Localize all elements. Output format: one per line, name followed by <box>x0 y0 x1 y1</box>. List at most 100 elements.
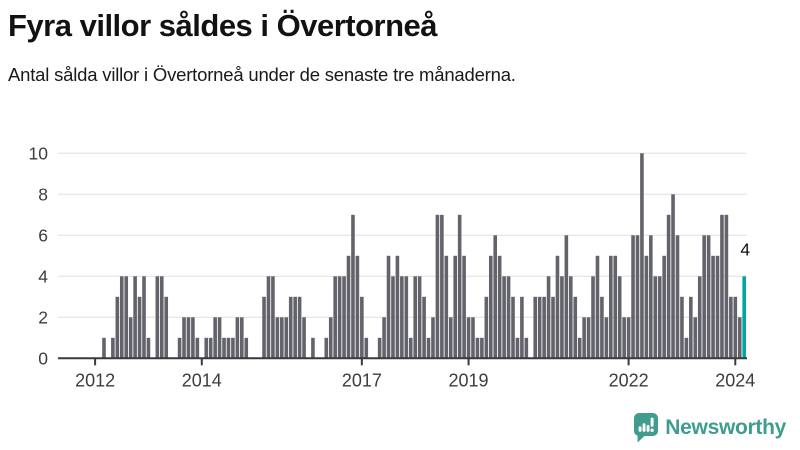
bar <box>111 337 115 359</box>
bar <box>524 337 529 359</box>
bar <box>431 317 435 359</box>
bar <box>155 276 160 359</box>
bar <box>684 337 689 359</box>
y-tick-label: 4 <box>38 267 48 287</box>
bar <box>626 317 631 359</box>
bar <box>649 235 653 359</box>
bar <box>689 296 693 359</box>
bar <box>280 317 284 359</box>
bar <box>462 255 466 359</box>
bar <box>222 337 226 359</box>
bar <box>515 337 520 359</box>
bar <box>275 317 280 359</box>
bar <box>706 235 711 359</box>
bar <box>604 317 609 359</box>
bar <box>177 337 182 359</box>
bar <box>382 317 386 359</box>
bar <box>115 296 120 359</box>
bar <box>555 255 560 359</box>
x-tick-label: 2012 <box>75 370 115 390</box>
bar <box>355 255 360 359</box>
bar <box>666 214 671 359</box>
bar <box>133 276 137 359</box>
bar <box>622 317 626 359</box>
bar <box>697 276 702 359</box>
bar <box>497 255 502 359</box>
bar <box>644 255 649 359</box>
bar <box>506 276 511 359</box>
bar <box>600 296 604 359</box>
bar <box>577 337 582 359</box>
bar <box>640 153 644 359</box>
y-tick-label: 2 <box>38 308 48 328</box>
bar <box>422 296 426 359</box>
bar <box>217 317 222 359</box>
bar <box>119 276 124 359</box>
bar <box>293 296 297 359</box>
bar <box>333 276 337 359</box>
bar <box>391 276 395 359</box>
bar <box>342 276 346 359</box>
bar <box>164 296 169 359</box>
bar <box>102 337 106 359</box>
bar <box>466 317 471 359</box>
x-tick-label: 2024 <box>715 370 755 390</box>
bar <box>480 337 484 359</box>
x-tick-label: 2017 <box>342 370 382 390</box>
bar <box>520 296 524 359</box>
bar <box>191 317 195 359</box>
bar <box>711 255 715 359</box>
bar <box>271 276 275 359</box>
bar <box>653 276 658 359</box>
bar-chart: 0 2 4 6 8 10 2012 2014 2017 2019 2022 2024 4 <box>29 144 756 391</box>
y-axis-labels: 0 2 4 6 8 10 <box>29 144 49 369</box>
bar <box>546 276 551 359</box>
bar <box>231 337 235 359</box>
bar <box>729 296 733 359</box>
bar <box>386 255 391 359</box>
bar <box>328 317 333 359</box>
x-tick-label: 2014 <box>182 370 222 390</box>
bar <box>448 317 453 359</box>
bar <box>124 276 129 359</box>
bar <box>635 235 640 359</box>
bar <box>360 296 364 359</box>
bar <box>213 317 217 359</box>
bar <box>146 337 151 359</box>
bar <box>457 214 462 359</box>
bar <box>324 337 329 359</box>
newsworthy-logo[interactable]: Newsworthy <box>634 413 786 443</box>
highlighted-bar <box>742 276 746 359</box>
newsworthy-logo-text: Newsworthy <box>665 416 786 439</box>
bar <box>204 337 209 359</box>
bar <box>488 255 493 359</box>
bar <box>244 337 249 359</box>
bar <box>609 255 613 359</box>
bar <box>613 255 618 359</box>
bar <box>137 296 142 359</box>
bar <box>475 337 480 359</box>
bar <box>404 276 409 359</box>
bars-group <box>102 153 746 359</box>
bar <box>702 235 706 359</box>
bar <box>720 214 724 359</box>
bar <box>675 235 680 359</box>
bar <box>493 235 498 359</box>
bar <box>413 276 417 359</box>
y-tick-label: 8 <box>38 185 48 205</box>
x-tick-label: 2022 <box>609 370 649 390</box>
bar <box>377 337 382 359</box>
bar <box>533 296 538 359</box>
bar <box>595 255 600 359</box>
bar <box>542 296 546 359</box>
bar <box>693 317 698 359</box>
bar <box>182 317 186 359</box>
bar <box>262 296 266 359</box>
bar <box>631 235 635 359</box>
bar <box>440 214 444 359</box>
bar <box>569 276 573 359</box>
bar <box>680 296 684 359</box>
bar <box>662 255 666 359</box>
bar <box>297 296 302 359</box>
